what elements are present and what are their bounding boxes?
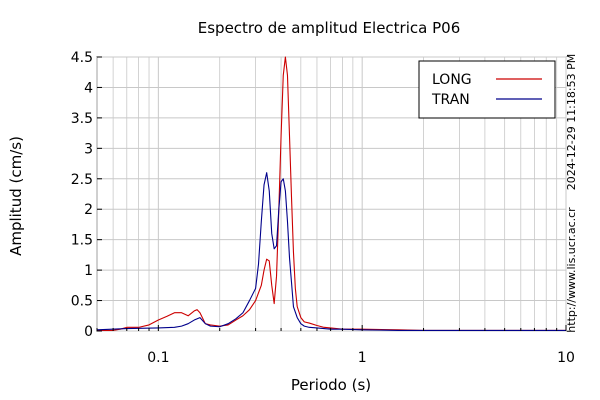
- source-url-text: http://www.lis.ucr.ac.cr: [565, 207, 578, 333]
- series-line-long: [96, 56, 567, 331]
- x-tick-label: 10: [557, 350, 575, 366]
- legend-box: [418, 60, 556, 119]
- y-tick-label: 3: [84, 141, 93, 157]
- y-tick-label: 3.5: [71, 111, 93, 127]
- y-tick-label: 4.5: [71, 50, 93, 66]
- y-tick-label: 1.5: [71, 233, 93, 249]
- y-tick-label: 4: [84, 80, 93, 96]
- chart-title: Espectro de amplitud Electrica P06: [198, 19, 461, 37]
- plot-area: 0 0.5 1 1.5 2 2.5 3 3.5 4 4.5 0.1 1 10 LONG TRAN: [71, 50, 575, 366]
- x-tick-label: 0.1: [147, 350, 169, 366]
- y-tick-label: 0.5: [71, 294, 93, 310]
- legend-label-long: LONG: [432, 72, 472, 88]
- legend-label-tran: TRAN: [431, 92, 470, 108]
- y-tick-label: 2: [84, 202, 93, 218]
- y-tick-label: 0: [84, 324, 93, 340]
- x-axis-label: Periodo (s): [291, 376, 371, 394]
- timestamp-text: 2024-12-29 11:18:53 PM: [565, 54, 578, 190]
- y-tick-label: 2.5: [71, 172, 93, 188]
- legend: LONG TRAN: [418, 60, 556, 119]
- chart-header: Espectro de amplitud Electrica P06: [198, 19, 461, 37]
- series-layer: [96, 56, 567, 331]
- series-line-tran: [96, 172, 567, 331]
- y-axis-label: Amplitud (cm/s): [7, 136, 25, 256]
- x-tick-label: 1: [358, 350, 367, 366]
- tick-labels: 0 0.5 1 1.5 2 2.5 3 3.5 4 4.5 0.1 1 10: [71, 50, 575, 366]
- y-tick-label: 1: [84, 263, 93, 279]
